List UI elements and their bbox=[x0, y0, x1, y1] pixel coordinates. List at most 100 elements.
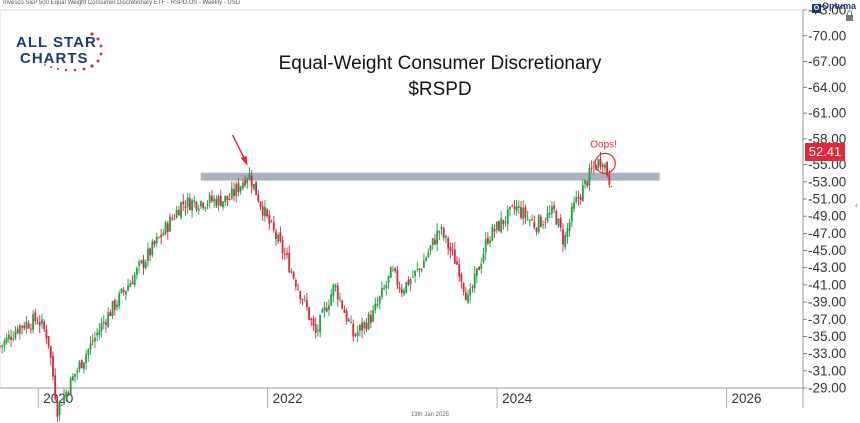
y-tick-label: -29.00 bbox=[808, 381, 846, 396]
brand-name: Optuma bbox=[821, 1, 856, 11]
candle-body bbox=[604, 164, 606, 169]
candle-body bbox=[122, 290, 125, 292]
candle-body bbox=[328, 305, 330, 310]
candle-body bbox=[418, 268, 421, 271]
candle-body bbox=[288, 253, 291, 273]
footer-date: 13th Jan 2025 bbox=[410, 412, 450, 418]
candle-body bbox=[76, 370, 79, 373]
candle-body bbox=[155, 236, 158, 244]
collapse-panel-icon[interactable]: ‹ bbox=[855, 200, 858, 210]
candle-body bbox=[447, 238, 450, 249]
candle-body bbox=[191, 200, 193, 211]
candle-body bbox=[581, 185, 584, 202]
candle-body bbox=[372, 310, 375, 322]
candle-body bbox=[548, 212, 551, 215]
candle-body bbox=[30, 328, 32, 330]
y-tick-label: -58.00 bbox=[808, 131, 846, 146]
candle-body bbox=[299, 291, 302, 300]
candle-body bbox=[237, 182, 240, 192]
candle-body bbox=[89, 343, 92, 350]
candle-body bbox=[354, 334, 357, 336]
candle-body bbox=[597, 159, 600, 169]
candle-body bbox=[252, 184, 255, 190]
candle-body bbox=[41, 319, 43, 324]
candle-body bbox=[47, 335, 50, 346]
resistance-band bbox=[200, 172, 660, 181]
candle-body bbox=[361, 322, 363, 331]
candle-body bbox=[45, 329, 48, 339]
candle-body bbox=[54, 375, 57, 399]
y-tick-label: -64.00 bbox=[808, 80, 846, 95]
candle-body bbox=[482, 253, 485, 262]
candle-body bbox=[69, 378, 72, 396]
candle-body bbox=[467, 294, 469, 303]
candle-body bbox=[464, 292, 467, 301]
candle-body bbox=[559, 218, 562, 228]
candle-body bbox=[36, 322, 39, 324]
candle-body bbox=[350, 321, 352, 324]
candle-body bbox=[60, 404, 63, 406]
logo-star-ring bbox=[44, 32, 103, 72]
candle-body bbox=[506, 209, 509, 225]
candle-body bbox=[257, 194, 260, 202]
candle-body bbox=[520, 206, 522, 218]
candle-body bbox=[528, 220, 531, 221]
candle-body bbox=[246, 178, 249, 184]
candle-body bbox=[573, 202, 575, 210]
candle-body bbox=[440, 226, 443, 230]
candle-body bbox=[129, 283, 132, 288]
candle-body bbox=[575, 197, 578, 202]
allstarcharts-logo: ALL STAR CHARTS bbox=[12, 28, 104, 72]
candle-body bbox=[513, 206, 516, 210]
y-tick-label: -41.00 bbox=[808, 277, 846, 292]
candle-body bbox=[277, 234, 280, 242]
y-tick-label: -61.00 bbox=[808, 106, 846, 121]
candle-body bbox=[449, 246, 452, 251]
candle-body bbox=[343, 309, 346, 313]
candle-body bbox=[268, 214, 271, 224]
brand-logo: O Optuma bbox=[811, 1, 856, 13]
candle-body bbox=[7, 334, 10, 339]
candle-body bbox=[460, 274, 463, 282]
candle-body bbox=[142, 259, 145, 268]
candle-body bbox=[116, 304, 118, 308]
candle-body bbox=[537, 215, 540, 233]
candle-body bbox=[206, 203, 209, 206]
candle-body bbox=[400, 288, 403, 293]
candle-body bbox=[592, 166, 595, 168]
candle-body bbox=[244, 180, 246, 186]
y-tick-label: -47.00 bbox=[808, 226, 846, 241]
candle-body bbox=[151, 241, 154, 255]
candle-body bbox=[290, 271, 293, 273]
y-tick-label: -49.00 bbox=[808, 209, 846, 224]
candle-body bbox=[235, 184, 238, 197]
candle-body bbox=[422, 260, 425, 268]
candle-body bbox=[94, 337, 96, 342]
candle-body bbox=[489, 240, 492, 244]
candle-body bbox=[345, 310, 348, 322]
candle-body bbox=[294, 279, 297, 287]
candle-body bbox=[568, 222, 571, 231]
candle-body bbox=[0, 346, 1, 348]
candle-body bbox=[314, 324, 317, 333]
candle-body bbox=[105, 322, 107, 325]
candle-body bbox=[610, 186, 613, 188]
candle-body bbox=[21, 325, 23, 328]
candle-body bbox=[58, 402, 61, 415]
y-tick-label: -43.00 bbox=[808, 260, 846, 275]
candle-body bbox=[272, 222, 275, 231]
candle-body bbox=[211, 196, 213, 202]
candle-body bbox=[414, 270, 416, 276]
candle-body bbox=[553, 205, 556, 210]
candle-body bbox=[87, 349, 90, 355]
candle-body bbox=[250, 175, 253, 187]
candle-body bbox=[562, 229, 564, 245]
candle-body bbox=[504, 222, 507, 224]
candle-body bbox=[336, 285, 339, 300]
candle-body bbox=[427, 252, 430, 258]
candle-body bbox=[434, 239, 436, 245]
candle-body bbox=[239, 186, 242, 192]
candle-body bbox=[405, 282, 408, 293]
candle-body bbox=[584, 179, 586, 184]
